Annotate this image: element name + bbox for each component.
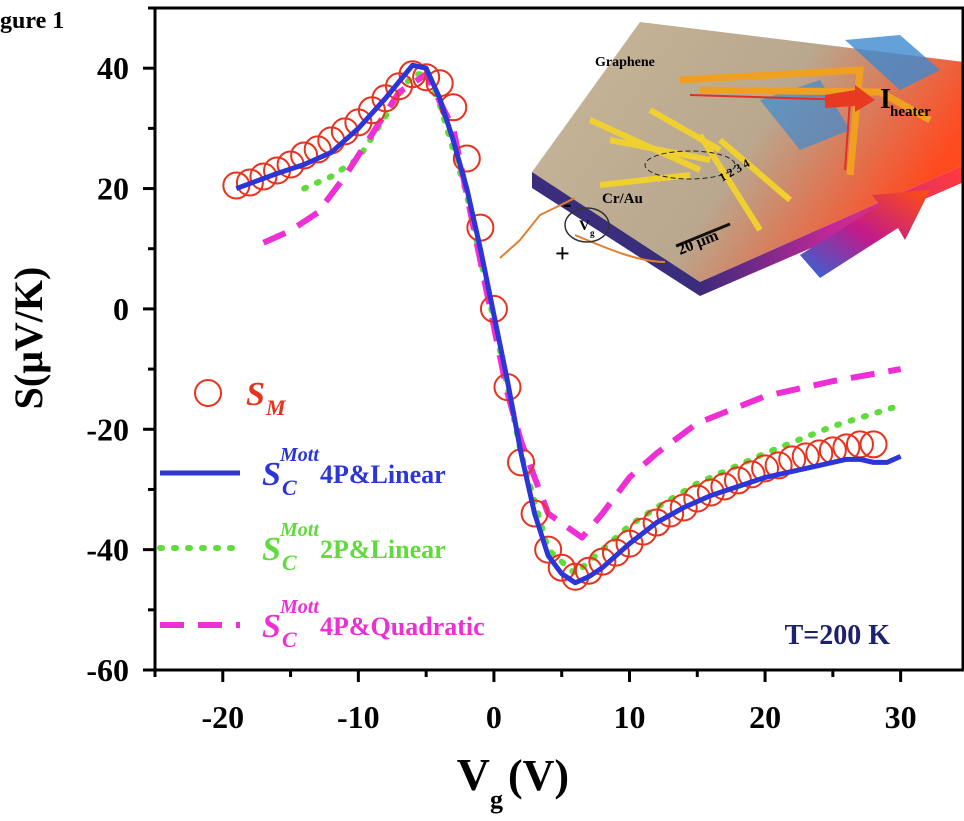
inset-label: I	[880, 84, 891, 115]
current-arrow	[825, 85, 875, 112]
x-tick-label: 0	[486, 699, 502, 735]
inset-label: heater	[890, 104, 931, 120]
x-tick-label: 20	[749, 699, 781, 735]
x-axis-label: (V)	[508, 751, 569, 800]
legend-label: S	[262, 531, 281, 568]
x-axis-label: V	[457, 749, 490, 800]
data-point	[547, 553, 576, 582]
x-tick-label: -10	[337, 699, 380, 735]
legend-label: 2P&Linear	[320, 535, 446, 564]
figure-label: gure 1	[0, 8, 64, 34]
inset-label: V	[579, 218, 590, 234]
data-point	[588, 547, 617, 576]
series-line	[262, 71, 902, 541]
legend-label: Mott	[279, 519, 320, 541]
plot-frame	[153, 6, 964, 672]
scale-bar	[675, 222, 731, 248]
flake	[845, 35, 940, 90]
data-point	[859, 430, 888, 459]
gate-wire	[499, 197, 666, 263]
data-point	[737, 460, 766, 489]
data-point	[235, 168, 264, 197]
y-tick-label: -60	[86, 652, 129, 688]
series-line	[235, 62, 902, 586]
data-point	[764, 451, 793, 480]
data-point	[751, 454, 780, 483]
inset-label: g	[590, 228, 595, 238]
inset-label: Cr/Au	[602, 191, 643, 207]
data-point	[249, 162, 278, 191]
legend-label: Mott	[279, 444, 320, 466]
annotation: T=200 K	[785, 620, 891, 651]
x-axis-label: g	[490, 785, 503, 814]
inset-label: Graphene	[595, 55, 655, 70]
data-point	[303, 135, 332, 164]
data-point	[656, 499, 685, 528]
data-point	[629, 517, 658, 546]
x-tick-label: 30	[885, 699, 917, 735]
data-point	[534, 535, 563, 564]
legend-label: M	[265, 395, 287, 420]
y-tick-label: 40	[97, 50, 129, 86]
data-point	[520, 499, 549, 528]
data-point	[601, 538, 630, 567]
y-tick-label: -40	[86, 532, 129, 568]
legend-label: S	[262, 608, 281, 645]
data-point	[642, 508, 671, 537]
x-tick-label: 10	[613, 699, 645, 735]
data-point	[669, 493, 698, 522]
y-tick-label: 20	[97, 171, 129, 207]
legend-label: C	[282, 627, 297, 652]
legend-label: Mott	[279, 596, 320, 618]
gate-source	[564, 207, 610, 243]
y-tick-label: -20	[86, 411, 129, 447]
heat-arrow	[800, 190, 930, 278]
legend-label: 4P&Linear	[320, 460, 446, 489]
data-point	[683, 484, 712, 513]
graphene-outline	[644, 150, 736, 180]
legend-label: S	[246, 376, 265, 413]
legend-label: C	[282, 475, 297, 500]
inset-label: -	[563, 189, 572, 218]
legend-marker	[194, 379, 222, 407]
legend-label: S	[262, 456, 281, 493]
y-tick-label: 0	[113, 291, 129, 327]
electrode	[588, 107, 792, 232]
inset-device: Graphene I heater Cr/Au 20 μm V g - + 1 …	[499, 22, 964, 296]
data-point	[452, 144, 481, 173]
series-line	[301, 71, 904, 577]
data-point	[398, 60, 427, 89]
data-point	[290, 141, 319, 170]
legend-label: 4P&Quadratic	[320, 612, 485, 641]
data-point	[412, 63, 441, 92]
x-tick-label: -20	[201, 699, 244, 735]
chip-side	[532, 172, 700, 296]
legend-label: C	[282, 550, 297, 575]
y-axis-label: S(μV/K)	[6, 267, 51, 410]
heater-wire	[679, 66, 932, 176]
inset-label: +	[555, 239, 570, 268]
